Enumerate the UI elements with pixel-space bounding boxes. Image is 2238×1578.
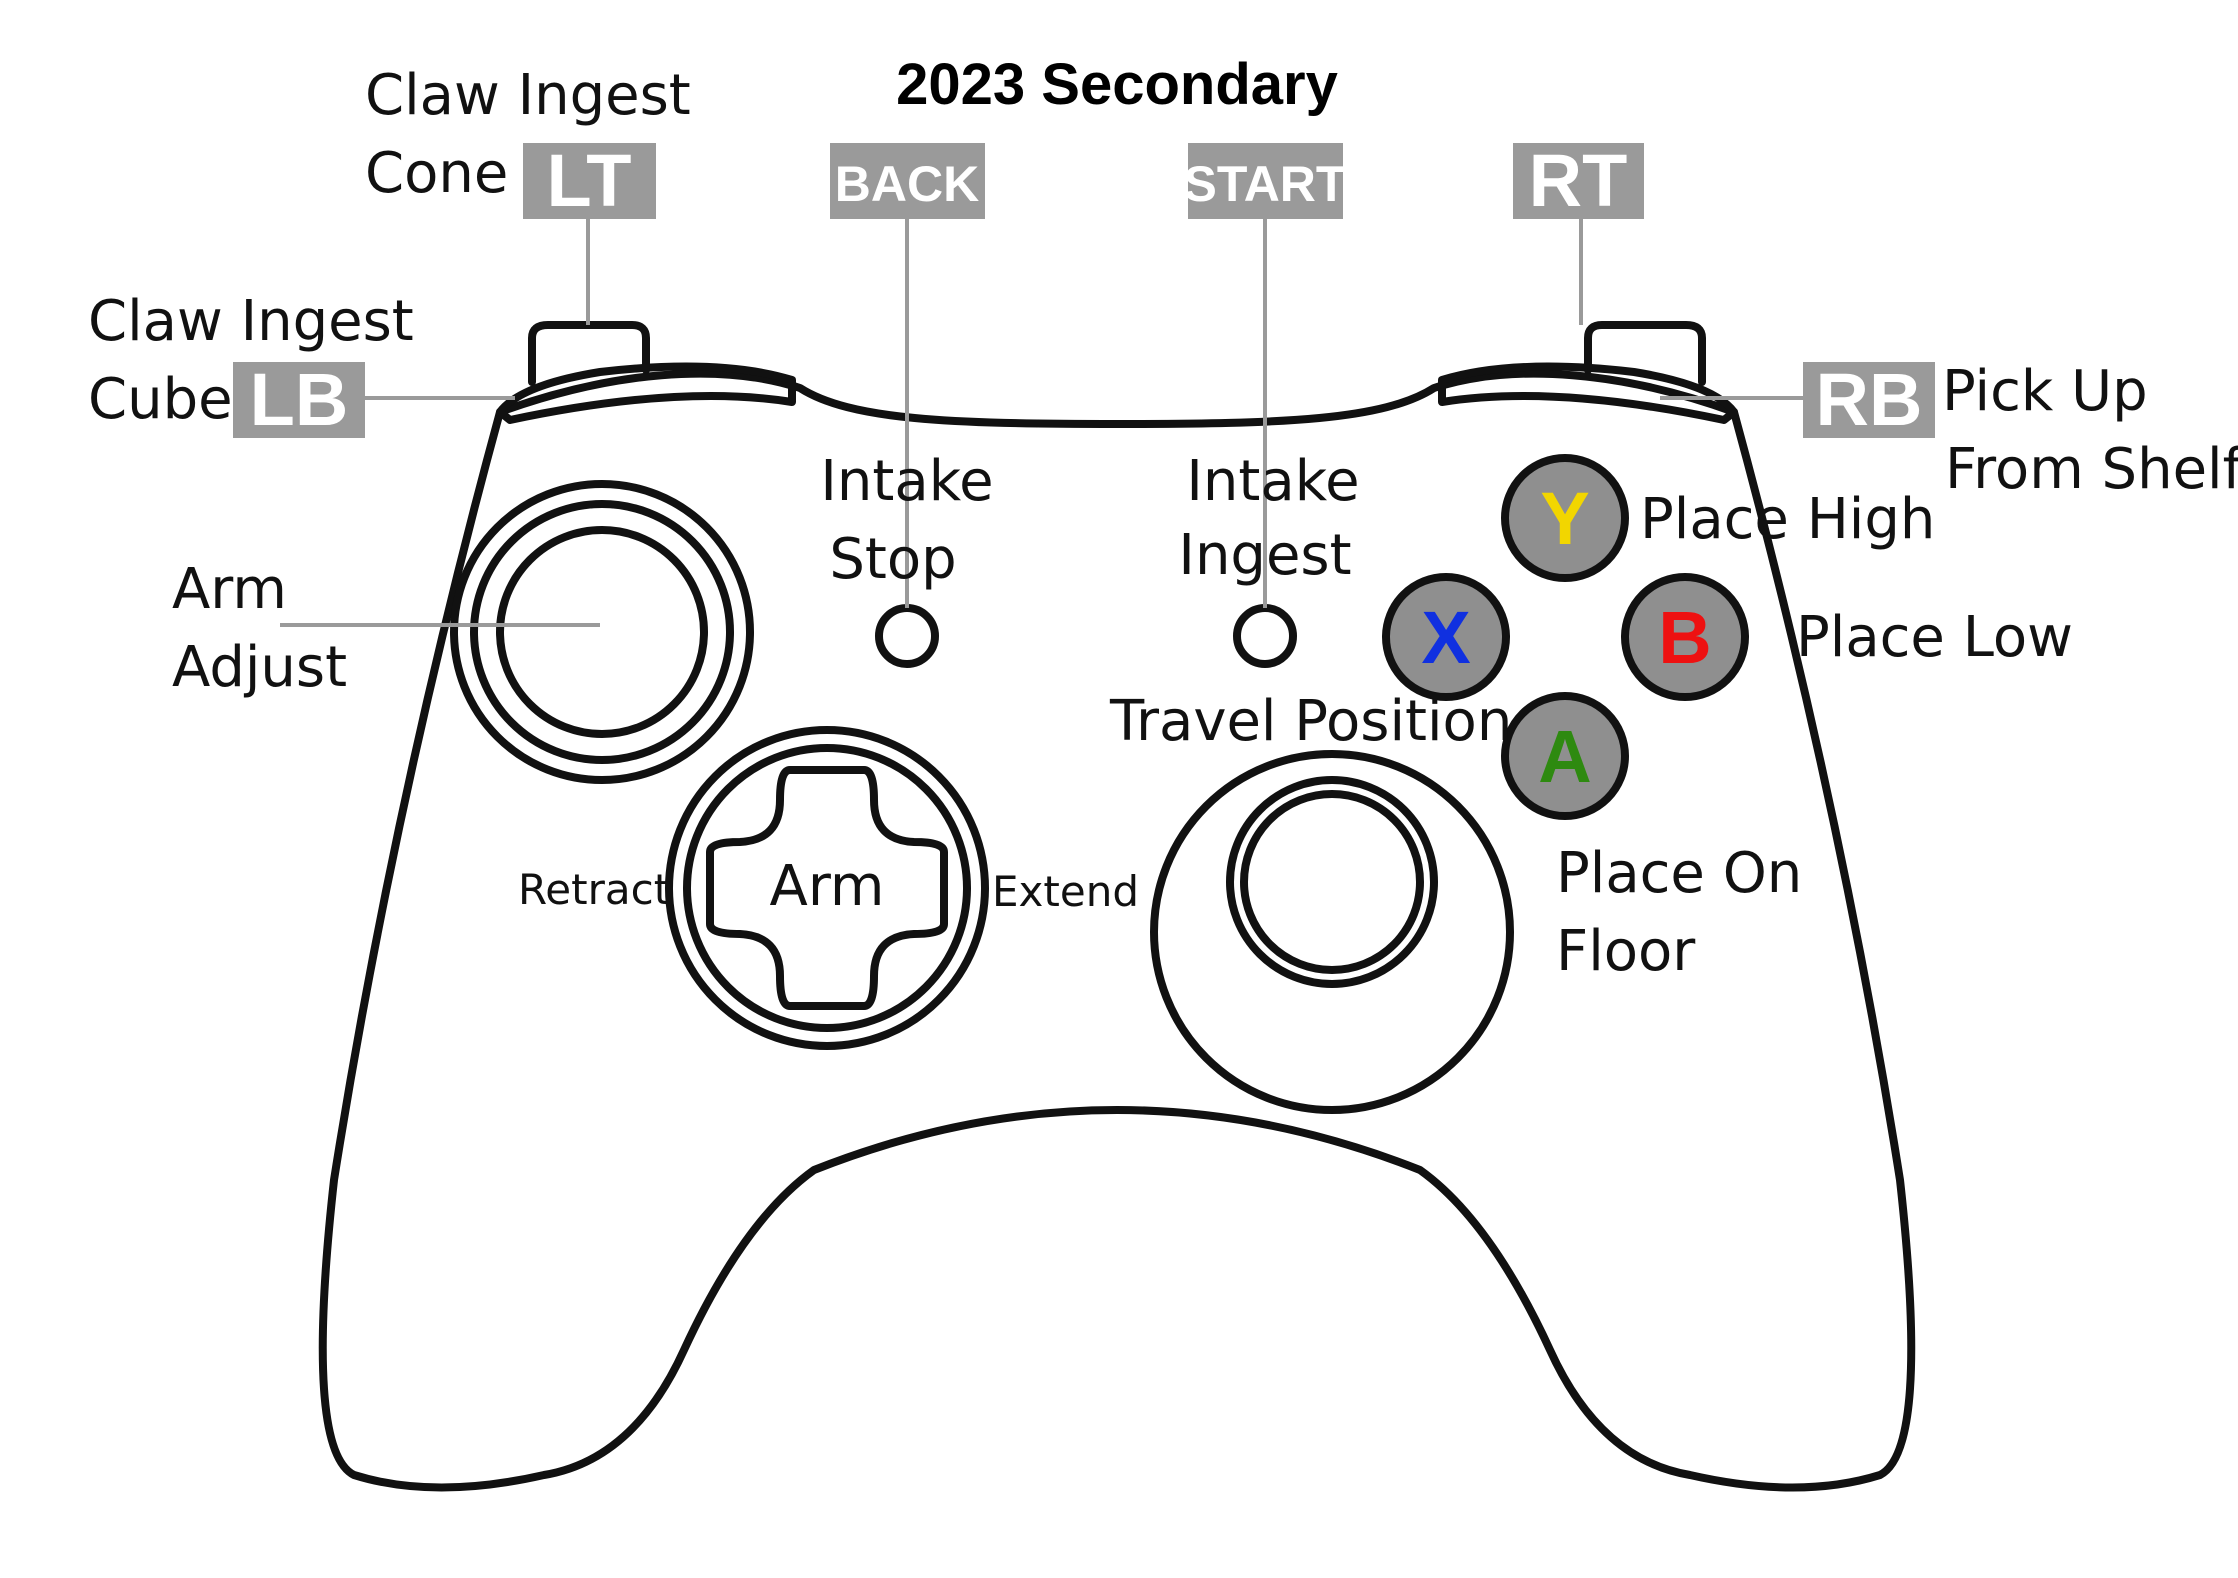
dpad-left-label: Retract <box>518 865 670 914</box>
start-button[interactable] <box>1233 604 1297 668</box>
a-action-label-line2: Floor <box>1556 919 1696 984</box>
start-label-line2: Ingest <box>1178 523 1351 588</box>
tag-rb-label: RB <box>1816 358 1923 441</box>
y-action-label: Place High <box>1640 487 1935 552</box>
left-stick-label-line2: Adjust <box>172 635 347 700</box>
controller-body <box>318 369 1916 1492</box>
back-label-line2: Stop <box>829 527 956 592</box>
rb-label-line2: From Shelf <box>1945 437 2238 502</box>
leader-lines <box>280 218 1808 627</box>
tag-start: START <box>1184 143 1347 219</box>
back-button[interactable] <box>875 604 939 668</box>
lb-label-line2: Cube <box>88 367 233 432</box>
a-action-label-line1: Place On <box>1556 841 1802 906</box>
b-action-label: Place Low <box>1796 605 2073 670</box>
tag-lt: LT <box>523 139 656 222</box>
lb-bumper[interactable] <box>496 362 796 424</box>
lb-label-line1: Claw Ingest <box>88 289 414 354</box>
x-action-label: Travel Position <box>1109 689 1512 754</box>
x-button[interactable]: X <box>1382 573 1510 701</box>
a-button[interactable]: A <box>1501 692 1629 820</box>
rt-trigger[interactable] <box>1584 321 1706 386</box>
tag-rt-label: RT <box>1529 139 1628 222</box>
dpad-right-label: Extend <box>992 867 1139 916</box>
left-stick[interactable] <box>450 480 754 784</box>
lt-label-line1: Claw Ingest <box>365 63 691 128</box>
tag-rb: RB <box>1803 358 1935 441</box>
x-button-letter: X <box>1421 596 1470 679</box>
tag-lb: LB <box>233 358 365 441</box>
tag-start-label: START <box>1184 156 1347 212</box>
back-label-line1: Intake <box>820 449 993 514</box>
lt-label-line2: Cone <box>365 141 508 206</box>
b-button[interactable]: B <box>1621 573 1749 701</box>
y-button-letter: Y <box>1540 477 1589 560</box>
rb-bumper[interactable] <box>1438 362 1738 424</box>
start-label-line1: Intake <box>1186 449 1359 514</box>
right-stick[interactable] <box>1150 750 1514 1114</box>
tag-lb-label: LB <box>250 358 349 441</box>
tag-back-label: BACK <box>835 156 979 212</box>
tag-lt-label: LT <box>547 139 632 222</box>
a-button-letter: A <box>1538 715 1591 798</box>
rb-label-line1: Pick Up <box>1942 359 2148 424</box>
diagram-title: 2023 Secondary <box>896 52 1338 117</box>
dpad[interactable] <box>665 726 989 1050</box>
left-stick-label-line1: Arm <box>172 557 287 622</box>
dpad-center-label: Arm <box>770 854 885 919</box>
tag-back: BACK <box>830 143 985 219</box>
tag-rt: RT <box>1513 139 1644 222</box>
b-button-letter: B <box>1658 596 1711 679</box>
y-button[interactable]: Y <box>1501 454 1629 582</box>
